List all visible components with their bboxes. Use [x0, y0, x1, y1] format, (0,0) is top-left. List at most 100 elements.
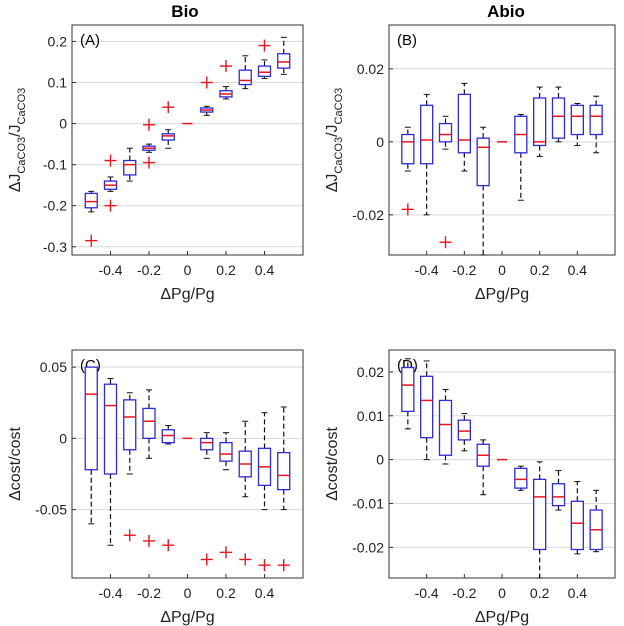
x-axis-label: ΔPg/Pg [160, 286, 214, 303]
outlier-point-8 [258, 39, 271, 52]
box-9 [277, 36, 291, 75]
outlier-point-2 [104, 154, 117, 167]
panel-d: -0.02 -0.01 0 0.01 0.02 -0.4 -0.2 0 0.2 0.4 ΔPg/Pg… [324, 349, 616, 626]
box-body [420, 375, 434, 439]
x-axis-label: ΔPg/Pg [475, 609, 529, 626]
box-6 [219, 432, 233, 471]
box-3 [142, 143, 156, 153]
outlier-point-4 [143, 118, 155, 131]
box-5 [514, 113, 528, 201]
box-4 [161, 425, 175, 445]
box-body [277, 53, 291, 69]
plot-frame [71, 24, 304, 256]
box-3 [142, 389, 156, 459]
y-tick-label: 0.05 [40, 359, 67, 375]
y-tick-label: 0.1 [48, 75, 68, 91]
box-7 [551, 470, 566, 511]
box-2 [123, 392, 137, 475]
x-tick-label: 0.4 [568, 585, 588, 601]
box-body [589, 104, 603, 136]
outlier-point-4 [220, 546, 232, 559]
x-tick-label: 0 [498, 585, 506, 601]
box-body [219, 441, 233, 462]
y-tick-label: 0 [376, 134, 384, 150]
y-tick-label: 0.2 [48, 33, 68, 49]
outlier-point-0 [123, 529, 136, 542]
box-body [438, 399, 453, 456]
y-axis-label: Δcost/cost [7, 427, 24, 501]
box-9 [277, 406, 291, 511]
box-2 [123, 147, 137, 182]
x-tick-label: 0.4 [255, 585, 275, 601]
box-1 [103, 378, 118, 546]
y-axis-label: ΔJCaCO3/JCaCO3 [7, 88, 28, 193]
box-body [438, 122, 453, 143]
box-body [457, 419, 471, 441]
x-tick-label: -0.2 [137, 585, 161, 601]
panel-c: -0.05 0 0.05 -0.4 -0.2 0 0.2 0.4 ΔPg/Pg Δcost/cos… [7, 349, 304, 626]
outlier-point-1 [439, 236, 452, 249]
box-body [570, 500, 584, 551]
box-body [123, 159, 137, 176]
box-9 [589, 489, 603, 553]
panel-b: -0.02 0 0.02 -0.4 -0.2 0 0.2 0.4 ΔPg/Pg ΔJCaCO3/J… [324, 24, 616, 303]
outlier-point-0 [401, 203, 414, 216]
x-tick-label: -0.4 [415, 585, 439, 601]
box-9 [589, 95, 603, 154]
x-tick-label: 0.4 [568, 262, 588, 278]
box-body [551, 97, 566, 139]
y-tick-label: -0.05 [35, 502, 67, 518]
y-tick-label: -0.02 [352, 207, 384, 223]
x-tick-label: -0.4 [415, 262, 439, 278]
x-tick-label: -0.4 [98, 262, 122, 278]
box-body [277, 451, 291, 491]
box-0 [401, 126, 415, 172]
y-tick-label: -0.3 [43, 239, 67, 255]
box-6 [533, 86, 547, 157]
box-0 [84, 190, 98, 213]
box-8 [257, 412, 272, 511]
x-axis-label: ΔPg/Pg [475, 286, 529, 303]
outlier-point-7 [277, 559, 290, 572]
box-2 [438, 115, 453, 150]
box-1 [420, 93, 434, 216]
panel-a: -0.3 -0.2 -0.1 0 0.1 0.2 -0.4 -0.2 0 0.2 0.4 ΔPg/Pg… [7, 24, 304, 303]
box-6 [533, 461, 547, 579]
box-8 [570, 481, 584, 555]
y-tick-label: -0.01 [352, 495, 384, 511]
box-4 [476, 439, 490, 496]
y-tick-label: 0 [59, 430, 67, 446]
box-8 [570, 102, 584, 146]
box-body [123, 399, 137, 451]
box-3 [457, 82, 471, 172]
box-4 [476, 126, 490, 256]
x-tick-label: -0.2 [452, 585, 476, 601]
box-body [551, 483, 566, 507]
x-tick-label: 0.2 [530, 262, 550, 278]
outlier-point-5 [239, 553, 252, 566]
box-2 [438, 388, 453, 465]
x-tick-label: -0.2 [452, 262, 476, 278]
x-tick-label: -0.2 [137, 262, 161, 278]
outlier-point-6 [258, 559, 271, 572]
box-body [533, 478, 547, 551]
box-body [200, 437, 214, 451]
y-tick-label: -0.1 [43, 157, 67, 173]
y-tick-label: 0.01 [357, 408, 384, 424]
box-body [476, 137, 490, 187]
box-body [84, 192, 98, 209]
box-3 [457, 413, 471, 452]
x-tick-label: 0.2 [530, 585, 550, 601]
column-title-abio: Abio [487, 2, 525, 21]
box-7 [238, 55, 252, 90]
y-tick-label: 0.02 [357, 61, 384, 77]
y-axis-label: ΔJCaCO3/JCaCO3 [324, 88, 345, 193]
x-tick-label: 0.4 [255, 262, 275, 278]
box-body [401, 366, 415, 413]
box-body [420, 104, 434, 165]
y-tick-label: 0 [376, 452, 384, 468]
box-body [570, 104, 584, 136]
box-body [401, 133, 415, 165]
x-tick-label: 0 [184, 585, 192, 601]
